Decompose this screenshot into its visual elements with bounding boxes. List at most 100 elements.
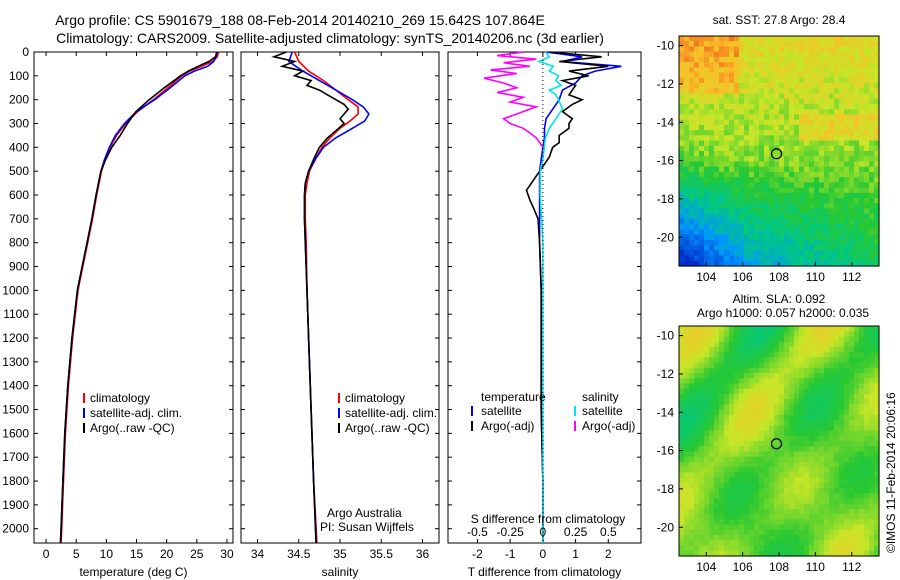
sst-cell: [829, 98, 835, 105]
sst-cell: [679, 156, 685, 163]
sla-cell: [774, 493, 780, 500]
sst-cell: [734, 187, 740, 194]
sla-cell: [679, 545, 685, 552]
sla-cell: [754, 378, 760, 385]
sst-cell: [704, 234, 710, 241]
sst-cell: [724, 166, 730, 173]
sst-cell: [749, 130, 755, 136]
sla-cell: [854, 550, 860, 557]
sla-cell: [859, 435, 865, 442]
sla-cell: [699, 519, 705, 526]
sla-cell: [864, 467, 870, 473]
sst-cell: [804, 166, 810, 173]
sst-cell: [794, 229, 800, 236]
sst-xtick-label: 104: [696, 270, 716, 284]
sla-cell: [809, 331, 815, 338]
sst-cell: [859, 93, 865, 100]
sst-cell: [729, 224, 735, 231]
sst-cell: [759, 161, 765, 168]
sla-cell: [774, 414, 780, 421]
sst-cell: [679, 151, 685, 157]
sla-cell: [789, 519, 795, 526]
sst-cell: [814, 203, 820, 210]
sst-cell: [794, 109, 800, 116]
sla-cell: [844, 535, 850, 541]
sst-cell: [739, 77, 745, 84]
sla-cell: [679, 503, 685, 510]
sst-cell: [784, 103, 790, 110]
sla-cell: [759, 519, 765, 526]
sst-cell: [814, 77, 820, 84]
sla-cell: [699, 352, 705, 358]
sst-cell: [754, 36, 760, 42]
sla-cell: [754, 420, 760, 426]
sla-cell: [724, 409, 730, 416]
sst-cell: [694, 151, 700, 157]
sst-cell: [734, 140, 740, 147]
sla-cell: [684, 346, 690, 353]
sst-cell: [699, 145, 705, 152]
sst-cell: [854, 239, 860, 246]
temperature-xtick-label: 20: [160, 547, 174, 561]
sla-cell: [864, 446, 870, 453]
sst-cell: [784, 161, 790, 168]
sst-cell: [849, 208, 855, 215]
sla-cell: [859, 393, 865, 400]
sst-cell: [804, 46, 810, 53]
sst-cell: [699, 56, 705, 63]
sst-cell: [784, 245, 790, 251]
sla-cell: [694, 461, 700, 468]
sla-cell: [864, 519, 870, 526]
sla-cell: [764, 383, 770, 390]
sst-cell: [734, 72, 740, 79]
sst-cell: [789, 198, 795, 204]
sst-cell: [784, 56, 790, 63]
sla-cell: [869, 414, 875, 421]
sst-cell: [759, 56, 765, 63]
differences-xtick-label: 1: [572, 547, 579, 561]
sla-cell: [794, 467, 800, 473]
sla-cell: [809, 524, 815, 531]
sst-cell: [754, 213, 760, 220]
sst-cell: [714, 177, 720, 183]
sst-cell: [839, 156, 845, 163]
sst-cell: [849, 83, 855, 89]
sla-cell: [834, 446, 840, 453]
sst-cell: [789, 67, 795, 74]
sst-cell: [739, 203, 745, 210]
sst-cell: [844, 109, 850, 116]
sla-cell: [874, 540, 880, 547]
sla-cell: [704, 488, 710, 494]
sst-cell: [679, 177, 685, 183]
sla-cell: [709, 529, 715, 536]
sst-cell: [809, 41, 815, 48]
sst-cell: [849, 255, 855, 262]
sst-cell: [759, 250, 765, 257]
sst-cell: [804, 260, 810, 267]
sst-cell: [749, 124, 755, 131]
sst-cell: [809, 250, 815, 257]
sst-cell: [819, 198, 825, 204]
sst-cell: [874, 93, 880, 100]
sla-cell: [699, 388, 705, 395]
sst-cell: [739, 192, 745, 199]
sst-cell: [814, 41, 820, 48]
sst-cell: [824, 114, 830, 121]
sst-cell: [799, 208, 805, 215]
sla-cell: [864, 477, 870, 484]
sst-cell: [859, 119, 865, 126]
sla-cell: [759, 425, 765, 432]
sst-cell: [854, 140, 860, 147]
sst-cell: [679, 124, 685, 131]
sst-cell: [804, 187, 810, 194]
sst-cell: [779, 109, 785, 116]
sla-cell: [849, 446, 855, 453]
sst-cell: [739, 41, 745, 48]
sla-cell: [864, 336, 870, 343]
sst-cell: [769, 218, 775, 225]
sla-cell: [744, 367, 750, 374]
sla-cell: [699, 331, 705, 338]
sla-cell: [844, 331, 850, 338]
sla-cell: [729, 456, 735, 463]
sst-cell: [814, 135, 820, 142]
